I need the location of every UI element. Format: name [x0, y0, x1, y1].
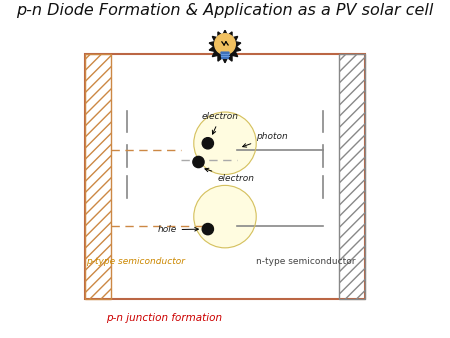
Text: electron: electron [202, 113, 239, 134]
Circle shape [202, 138, 213, 149]
Text: p-type semiconductor: p-type semiconductor [86, 257, 185, 266]
Bar [85, 54, 365, 299]
Circle shape [202, 223, 213, 235]
Bar [339, 54, 365, 299]
Circle shape [194, 112, 256, 174]
Text: n-type semiconductor: n-type semiconductor [256, 257, 356, 266]
Text: hole: hole [158, 225, 198, 234]
Text: p-n junction formation: p-n junction formation [106, 313, 222, 323]
Circle shape [194, 186, 256, 248]
Text: photon: photon [243, 131, 288, 147]
Polygon shape [209, 30, 241, 63]
Polygon shape [221, 52, 229, 58]
Circle shape [193, 156, 204, 168]
Title: p-n Diode Formation & Application as a PV solar cell: p-n Diode Formation & Application as a P… [16, 3, 434, 18]
Bar [85, 54, 111, 299]
Text: electron: electron [205, 168, 254, 184]
Circle shape [215, 34, 235, 54]
